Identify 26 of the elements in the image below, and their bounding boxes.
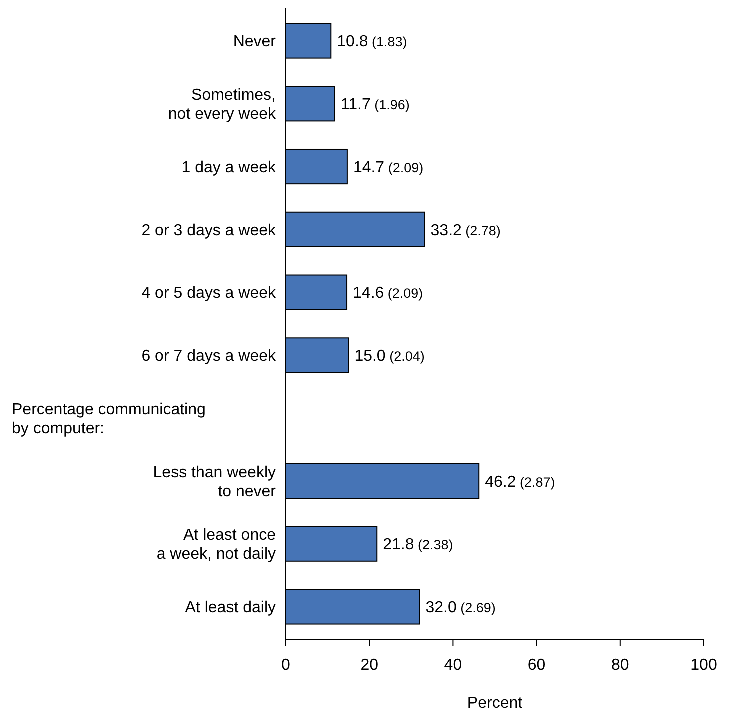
y-tick-label: At least once a week, not daily	[156, 527, 276, 564]
x-tick-label: 100	[690, 657, 718, 674]
x-tick-label: 20	[360, 657, 379, 674]
y-tick-label: Less than weekly to never	[153, 464, 277, 500]
data-label: 14.7 (2.09)	[353, 159, 424, 176]
y-tick-label: At least daily	[185, 600, 276, 617]
data-label: 33.2 (2.78)	[430, 222, 501, 240]
x-axis-title: Percent	[467, 695, 524, 712]
data-label: 15.0 (2.04)	[354, 348, 425, 366]
x-tick-label: 80	[612, 657, 630, 674]
x-tick-label: 40	[444, 657, 462, 674]
y-tick-label: 6 or 7 days a week	[142, 348, 277, 366]
x-tick-label: 60	[528, 657, 546, 674]
data-label: 14.6 (2.09)	[353, 285, 424, 302]
data-label: 11.7 (1.96)	[340, 96, 410, 114]
y-tick-label: 2 or 3 days a week	[142, 222, 277, 240]
y-tick-label: 4 or 5 days a week	[142, 285, 277, 302]
y-tick-label: Never	[233, 34, 277, 51]
data-label: 10.8 (1.83)	[337, 34, 408, 51]
x-tick-label: 0	[282, 657, 291, 674]
data-label: 46.2 (2.87)	[485, 474, 556, 491]
data-label: 21.8 (2.38)	[383, 536, 454, 554]
text: Percentage communicating by computer:	[12, 401, 206, 438]
data-label: 32.0 (2.69)	[426, 600, 496, 617]
y-tick-label: 1 day a week	[182, 159, 277, 176]
y-tick-label: Sometimes, not every week	[168, 87, 277, 123]
